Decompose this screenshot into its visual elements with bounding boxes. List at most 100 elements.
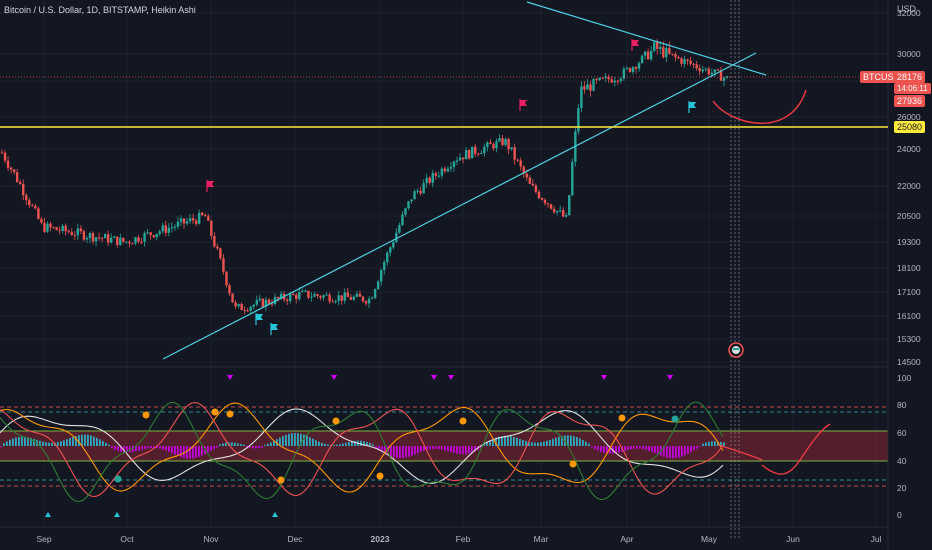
candle-body <box>407 201 410 209</box>
candle-body <box>425 177 428 184</box>
candle-body <box>358 293 362 297</box>
histogram-bar <box>105 442 107 446</box>
candle-body <box>713 69 717 73</box>
histogram-bar <box>459 446 461 455</box>
candle-body <box>489 142 492 145</box>
histogram-bar <box>567 435 569 446</box>
price-tick-label: 16100 <box>897 311 921 321</box>
candle-body <box>119 237 122 245</box>
candle-body <box>292 294 295 296</box>
prev-price-value: 27936 <box>897 96 923 106</box>
candle-body <box>565 215 568 217</box>
price-axis[interactable]: USD 320003000028000260002400022000205001… <box>897 4 921 367</box>
oscillator-forecast <box>717 444 763 461</box>
histogram-bar <box>42 441 44 446</box>
histogram-bar <box>492 439 494 446</box>
candle-body <box>504 138 507 145</box>
histogram-bar <box>393 446 395 458</box>
candle-body <box>398 224 401 233</box>
candle-body <box>140 241 143 243</box>
candle-body <box>246 310 249 312</box>
candle-body <box>568 195 571 216</box>
histogram-bar <box>480 446 482 449</box>
histogram-bar <box>654 446 656 454</box>
oscillator-markers <box>45 375 679 517</box>
histogram-bar <box>450 446 452 453</box>
histogram-bar <box>342 443 344 446</box>
last-price-tag: 28176 <box>894 71 926 83</box>
histogram-bar <box>33 438 35 446</box>
support-price-tag: 25080 <box>894 121 926 133</box>
histogram-bar <box>102 441 104 446</box>
histogram-bar <box>93 436 95 446</box>
histogram-bar <box>96 437 98 446</box>
histogram-bar <box>291 433 293 446</box>
histogram-bar <box>681 446 683 457</box>
event-badge-icon[interactable] <box>728 342 744 358</box>
histogram-bar <box>711 441 713 446</box>
histogram-bar <box>174 446 176 455</box>
candle-body <box>191 218 195 221</box>
candle-body <box>507 138 510 150</box>
histogram-bar <box>177 446 179 456</box>
prev-price-tag: 27936 <box>894 95 926 107</box>
price-tick-label: 18100 <box>897 263 921 273</box>
ascending-trendline[interactable] <box>162 52 757 360</box>
time-tick-label: Mar <box>534 534 549 544</box>
candle-body <box>31 205 34 207</box>
descending-trendline[interactable] <box>526 1 767 76</box>
histogram-bar <box>27 437 29 446</box>
candle-body <box>528 177 532 184</box>
ticker-label: BTCUSD <box>863 72 901 82</box>
histogram-bar <box>633 446 635 449</box>
candle-body <box>698 68 701 72</box>
candle-body <box>422 183 425 194</box>
histogram-bar <box>687 446 689 454</box>
histogram-bar <box>201 446 203 456</box>
oscillator-tick-label: 100 <box>897 373 911 383</box>
candle-body <box>370 297 374 299</box>
histogram-bar <box>495 437 497 446</box>
candle-body <box>76 228 80 236</box>
histogram-bar <box>87 434 89 446</box>
candle-body <box>255 300 259 305</box>
candle-body <box>49 223 52 228</box>
countdown-value: 14:06:11 <box>897 84 928 93</box>
histogram-bar <box>222 443 224 446</box>
candle-body <box>637 63 641 69</box>
histogram-bar <box>594 446 596 450</box>
histogram-bar <box>24 436 26 446</box>
time-tick-label: Oct <box>120 534 134 544</box>
histogram-bar <box>150 446 152 448</box>
candle-body <box>586 84 589 90</box>
chart-title: Bitcoin / U.S. Dollar, 1D, BITSTAMP, Hei… <box>4 5 196 15</box>
histogram-bar <box>600 446 602 452</box>
projection-arc[interactable] <box>712 89 807 124</box>
histogram-bar <box>306 435 308 446</box>
candle-body <box>240 304 243 311</box>
candle-body <box>519 160 522 167</box>
histogram-bar <box>516 437 518 446</box>
histogram-bar <box>243 444 245 446</box>
candle-body <box>110 237 113 243</box>
histogram-bar <box>645 446 647 450</box>
histogram-bar <box>309 437 311 446</box>
candle-body <box>464 150 468 160</box>
candle-body <box>364 301 368 304</box>
histogram-bar <box>216 446 218 448</box>
candle-body <box>692 63 695 65</box>
candle-body <box>316 294 319 296</box>
candle-body <box>540 197 544 200</box>
candle-body <box>122 237 125 242</box>
candle-body <box>470 146 474 159</box>
candle-body <box>52 227 55 229</box>
histogram-bar <box>318 441 320 446</box>
histogram-bar <box>705 442 707 446</box>
time-axis[interactable]: Sep Oct Nov Dec 2023 Feb Mar Apr May Jun Jul <box>36 534 881 544</box>
candle-body <box>61 225 64 231</box>
candle-body <box>534 185 538 192</box>
histogram-bar <box>378 446 380 450</box>
candle-body <box>346 292 350 297</box>
histogram-bar <box>396 446 398 458</box>
